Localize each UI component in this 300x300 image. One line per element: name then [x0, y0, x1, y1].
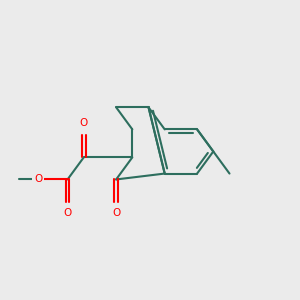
Text: O: O [112, 208, 120, 218]
Text: O: O [34, 174, 42, 184]
Text: O: O [63, 208, 72, 218]
Text: O: O [80, 118, 88, 128]
